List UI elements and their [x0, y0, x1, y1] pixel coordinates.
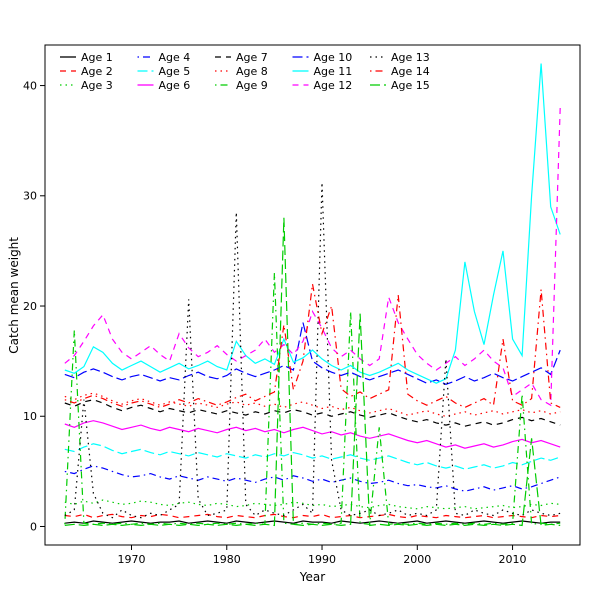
x-tick-label: 1970: [117, 553, 145, 566]
series-line-age-12: [64, 107, 561, 407]
legend-label: Age 11: [314, 65, 353, 78]
x-tick-label: 1990: [308, 553, 336, 566]
series-line-age-4: [64, 465, 561, 492]
y-tick-label: 0: [30, 520, 37, 533]
series-line-age-7: [64, 399, 561, 427]
y-tick-label: 20: [23, 300, 37, 313]
x-tick-label: 1980: [213, 553, 241, 566]
legend-item-age-10: Age 10: [292, 51, 353, 64]
legend-label: Age 9: [236, 79, 268, 92]
legend-item-age-15: Age 15: [370, 79, 430, 92]
series-line-age-1: [64, 520, 561, 524]
x-tick-label: 2010: [499, 553, 527, 566]
series-line-age-13: [64, 182, 561, 519]
legend-label: Age 15: [391, 79, 430, 92]
legend-label: Age 3: [81, 79, 113, 92]
series-line-age-15: [64, 217, 561, 527]
y-axis-title-wrap: Catch mean weight: [4, 45, 24, 545]
legend-item-age-2: Age 2: [60, 65, 113, 78]
legend-item-age-8: Age 8: [215, 65, 268, 78]
legend-item-age-14: Age 14: [370, 65, 430, 78]
legend-label: Age 7: [236, 51, 268, 64]
legend-item-age-9: Age 9: [215, 79, 268, 92]
series-line-age-2: [64, 513, 561, 519]
legend-item-age-11: Age 11: [292, 65, 353, 78]
x-tick-label: 2000: [403, 553, 431, 566]
legend-item-age-1: Age 1: [60, 51, 113, 64]
series-line-age-5: [64, 443, 561, 470]
legend-label: Age 4: [159, 51, 191, 64]
y-tick-label: 10: [23, 410, 37, 423]
legend-item-age-3: Age 3: [60, 79, 113, 92]
x-axis-title: Year: [299, 570, 326, 584]
y-tick-label: 40: [23, 79, 37, 92]
series-line-age-8: [64, 392, 561, 417]
series-line-age-10: [64, 322, 561, 385]
legend-label: Age 5: [159, 65, 191, 78]
legend-item-age-6: Age 6: [137, 79, 191, 92]
legend-label: Age 12: [314, 79, 353, 92]
legend-item-age-5: Age 5: [137, 65, 191, 78]
y-tick-label: 30: [23, 190, 37, 203]
legend-item-age-12: Age 12: [292, 79, 353, 92]
plot-border: [44, 44, 581, 546]
legend-label: Age 6: [159, 79, 191, 92]
legend-label: Age 10: [314, 51, 353, 64]
legend-item-age-7: Age 7: [215, 51, 268, 64]
legend-label: Age 2: [81, 65, 113, 78]
legend-label: Age 8: [236, 65, 268, 78]
legend-label: Age 1: [81, 51, 113, 64]
y-axis-title: Catch mean weight: [7, 236, 21, 354]
legend-item-age-13: Age 13: [370, 51, 430, 64]
legend-label: Age 13: [391, 51, 430, 64]
series-line-age-6: [64, 420, 561, 449]
series-line-age-14: [64, 283, 561, 409]
series-line-age-11: [64, 63, 561, 384]
legend-item-age-4: Age 4: [137, 51, 191, 64]
legend-label: Age 14: [391, 65, 430, 78]
